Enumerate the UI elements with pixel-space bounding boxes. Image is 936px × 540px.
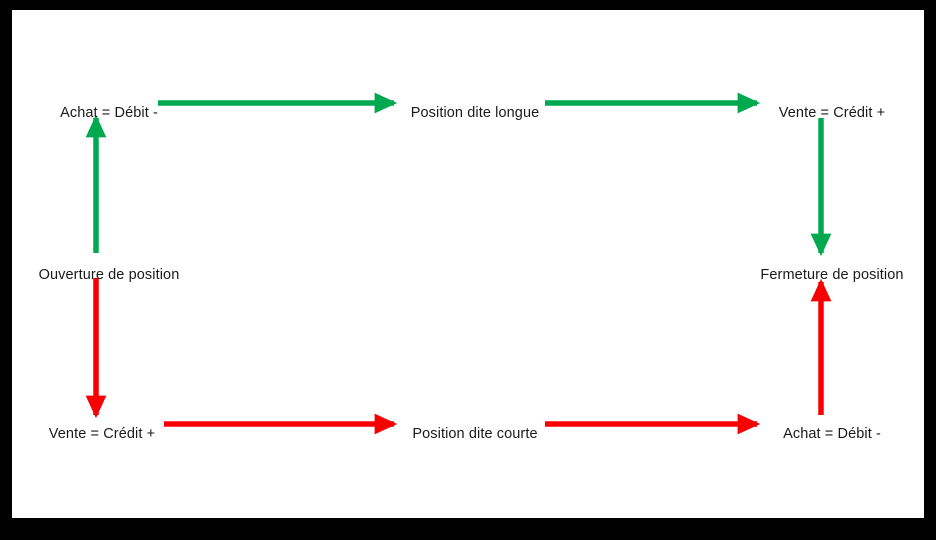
arrow-layer xyxy=(85,92,832,435)
node-label-vente-credit-top: Vente = Crédit + xyxy=(778,104,886,121)
node-label-ouverture-de-position: Ouverture de position xyxy=(38,266,180,283)
node-label-position-longue: Position dite longue xyxy=(410,104,540,121)
node-label-achat-debit-bottom: Achat = Débit - xyxy=(783,425,881,442)
diagram-canvas: Achat = Débit - Position dite longue Ven… xyxy=(12,10,924,518)
node-label-position-courte: Position dite courte xyxy=(412,425,538,442)
node-label-vente-credit-bottom: Vente = Crédit + xyxy=(48,425,156,442)
node-label-achat-debit-top: Achat = Débit - xyxy=(60,104,158,121)
node-label-fermeture-de-position: Fermeture de position xyxy=(760,266,904,283)
